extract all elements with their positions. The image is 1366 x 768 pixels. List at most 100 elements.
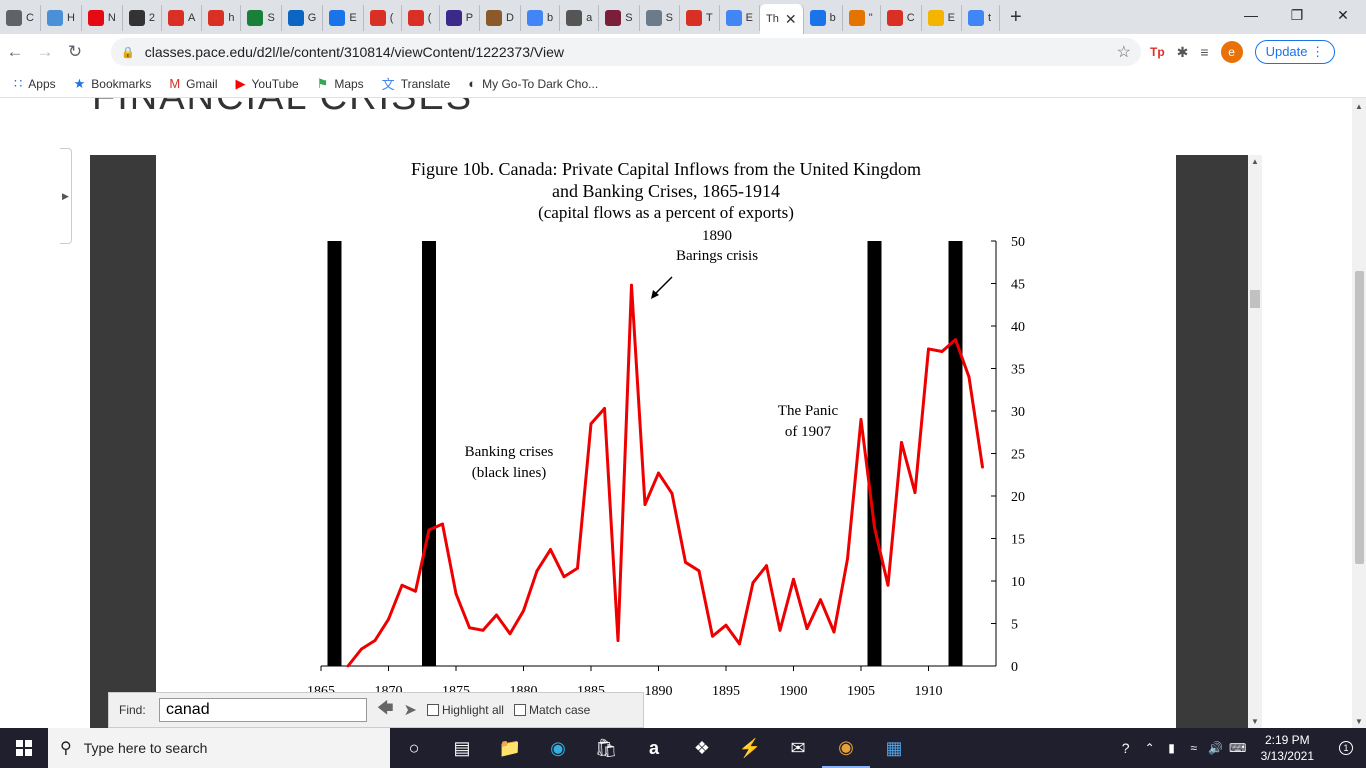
- reload-icon[interactable]: ↻: [67, 42, 83, 61]
- photos-icon[interactable]: ▦: [885, 737, 903, 758]
- sidebar-toggle[interactable]: ▶: [60, 148, 72, 244]
- gmail-icon: M: [169, 76, 181, 91]
- bookmark-item[interactable]: M Gmail: [169, 76, 217, 91]
- find-input[interactable]: [159, 698, 367, 722]
- data-point-1913: [967, 375, 971, 379]
- edge-icon[interactable]: ◉: [550, 737, 566, 758]
- taskbar-search-box[interactable]: ⚲ Type here to search: [48, 728, 390, 768]
- wifi-icon[interactable]: ≈: [1190, 741, 1197, 755]
- browser-tab[interactable]: P: [440, 5, 481, 31]
- find-next-icon[interactable]: ➤: [403, 702, 417, 719]
- bookmark-star-icon[interactable]: ☆: [1116, 44, 1131, 61]
- browser-tab[interactable]: (: [364, 5, 402, 31]
- page-scrollbar-thumb[interactable]: [1355, 271, 1364, 564]
- page-scrollbar[interactable]: ▲ ▼: [1352, 98, 1366, 728]
- browser-tab[interactable]: a: [560, 5, 600, 31]
- bolt-app-icon[interactable]: ⚡: [738, 737, 762, 758]
- viewer-scrollbar[interactable]: ▲ ▼: [1248, 155, 1262, 728]
- browser-tab[interactable]: E: [922, 5, 963, 31]
- annotation-arrow-head: [651, 290, 659, 299]
- url-text[interactable]: classes.pace.edu/d2l/le/content/310814/v…: [144, 44, 564, 60]
- browser-tab[interactable]: b: [804, 5, 843, 31]
- page-scroll-down-icon[interactable]: ▼: [1355, 717, 1363, 726]
- bookmark-item[interactable]: ∷ Apps: [14, 76, 56, 92]
- browser-tab[interactable]: t: [962, 5, 1001, 31]
- amazon-icon[interactable]: a: [648, 737, 659, 758]
- store-icon[interactable]: 🛍: [594, 737, 618, 758]
- notifications-icon[interactable]: 1: [1326, 728, 1366, 768]
- avatar[interactable]: e: [1220, 41, 1243, 63]
- translate-icon: 文: [381, 77, 395, 92]
- puzzle-icon[interactable]: ✱: [1176, 43, 1189, 60]
- match-case-box[interactable]: [513, 704, 526, 716]
- battery-icon[interactable]: ▮: [1168, 741, 1175, 755]
- extension-tp-icon[interactable]: Tp: [1150, 45, 1165, 59]
- chart-title-line2: and Banking Crises, 1865-1914: [552, 181, 780, 201]
- browser-tab[interactable]: S: [599, 5, 640, 31]
- update-button[interactable]: Update ⋮: [1254, 40, 1336, 64]
- close-tab-icon[interactable]: ✕: [784, 10, 797, 27]
- address-bar[interactable]: 🔒 classes.pace.edu/d2l/le/content/310814…: [111, 38, 1141, 66]
- browser-tab[interactable]: C: [0, 5, 41, 31]
- data-point-1906: [873, 526, 876, 529]
- data-point-1876: [468, 626, 471, 630]
- browser-tab[interactable]: C: [881, 5, 922, 31]
- cortana-icon[interactable]: ○: [408, 737, 420, 758]
- back-icon[interactable]: ←: [6, 42, 24, 61]
- reading-list-icon[interactable]: ≡: [1200, 44, 1209, 60]
- file-explorer-icon[interactable]: 📁: [498, 737, 522, 758]
- task-view-icon[interactable]: ▤: [453, 737, 471, 758]
- minimize-icon[interactable]: —: [1244, 7, 1258, 23]
- browser-tab[interactable]: H: [41, 5, 82, 31]
- chevron-up-icon[interactable]: ⌃: [1144, 741, 1155, 755]
- browser-tab[interactable]: h: [202, 5, 242, 31]
- update-label: Update: [1265, 44, 1308, 59]
- lock-icon[interactable]: 🔒: [121, 46, 135, 59]
- bookmark-item[interactable]: ◐ My Go-To Dark Cho...: [468, 76, 598, 91]
- viewer-scrollbar-thumb[interactable]: [1250, 290, 1260, 308]
- scroll-down-icon[interactable]: ▼: [1251, 717, 1259, 726]
- mail-icon[interactable]: ✉: [790, 737, 806, 758]
- browser-tab[interactable]: T: [680, 5, 720, 31]
- highlight-all-box[interactable]: [426, 704, 439, 716]
- new-tab-button[interactable]: +: [1010, 5, 1022, 28]
- data-point-1892: [684, 560, 687, 564]
- bookmark-item[interactable]: ★ Bookmarks: [74, 76, 152, 92]
- browser-tab[interactable]: S: [241, 5, 282, 31]
- forward-icon[interactable]: →: [36, 42, 54, 61]
- browser-tab[interactable]: E: [720, 5, 761, 31]
- globe-icon: [6, 10, 22, 26]
- page-scroll-up-icon[interactable]: ▲: [1355, 102, 1363, 111]
- bookmark-item[interactable]: ⚑ Maps: [317, 76, 364, 92]
- start-button[interactable]: [0, 728, 48, 768]
- scroll-up-icon[interactable]: ▲: [1251, 157, 1259, 166]
- browser-tab[interactable]: 2: [123, 5, 162, 31]
- browser-tab[interactable]: A: [162, 5, 203, 31]
- keyboard-icon[interactable]: ⌨: [1228, 741, 1247, 755]
- bookmark-item[interactable]: ▶ YouTube: [236, 76, 299, 92]
- restore-icon[interactable]: ❐: [1290, 6, 1304, 23]
- dropbox-icon[interactable]: ❖: [693, 737, 711, 758]
- volume-icon[interactable]: 🔊: [1208, 741, 1224, 755]
- clock[interactable]: 2:19 PM 3/13/2021: [1249, 732, 1326, 764]
- browser-tab[interactable]: N: [82, 5, 123, 31]
- annotation-2-line1: The Panic: [778, 403, 839, 419]
- browser-tab[interactable]: D: [480, 5, 521, 31]
- tab-label: C: [906, 12, 915, 24]
- chrome-icon[interactable]: ◉: [822, 728, 870, 768]
- browser-tab[interactable]: G: [282, 5, 324, 31]
- browser-tab[interactable]: Th ✕: [760, 4, 804, 34]
- browser-tab[interactable]: ": [843, 5, 881, 31]
- browser-tab[interactable]: (: [402, 5, 440, 31]
- highlight-all-checkbox[interactable]: Highlight all: [426, 703, 504, 717]
- browser-tab[interactable]: E: [323, 5, 364, 31]
- help-icon[interactable]: ?: [1121, 740, 1130, 756]
- bookmark-label: Gmail: [186, 76, 218, 91]
- bookmark-item[interactable]: 文 Translate: [382, 74, 451, 93]
- browser-tab[interactable]: b: [521, 5, 561, 31]
- close-window-icon[interactable]: ✕: [1337, 6, 1349, 23]
- browser-toolbar: ← → ↻ 🔒 classes.pace.edu/d2l/le/content/…: [0, 34, 1366, 70]
- find-previous-icon[interactable]: 🡄: [377, 699, 394, 717]
- browser-tab[interactable]: S: [640, 5, 680, 31]
- match-case-checkbox[interactable]: Match case: [513, 703, 590, 717]
